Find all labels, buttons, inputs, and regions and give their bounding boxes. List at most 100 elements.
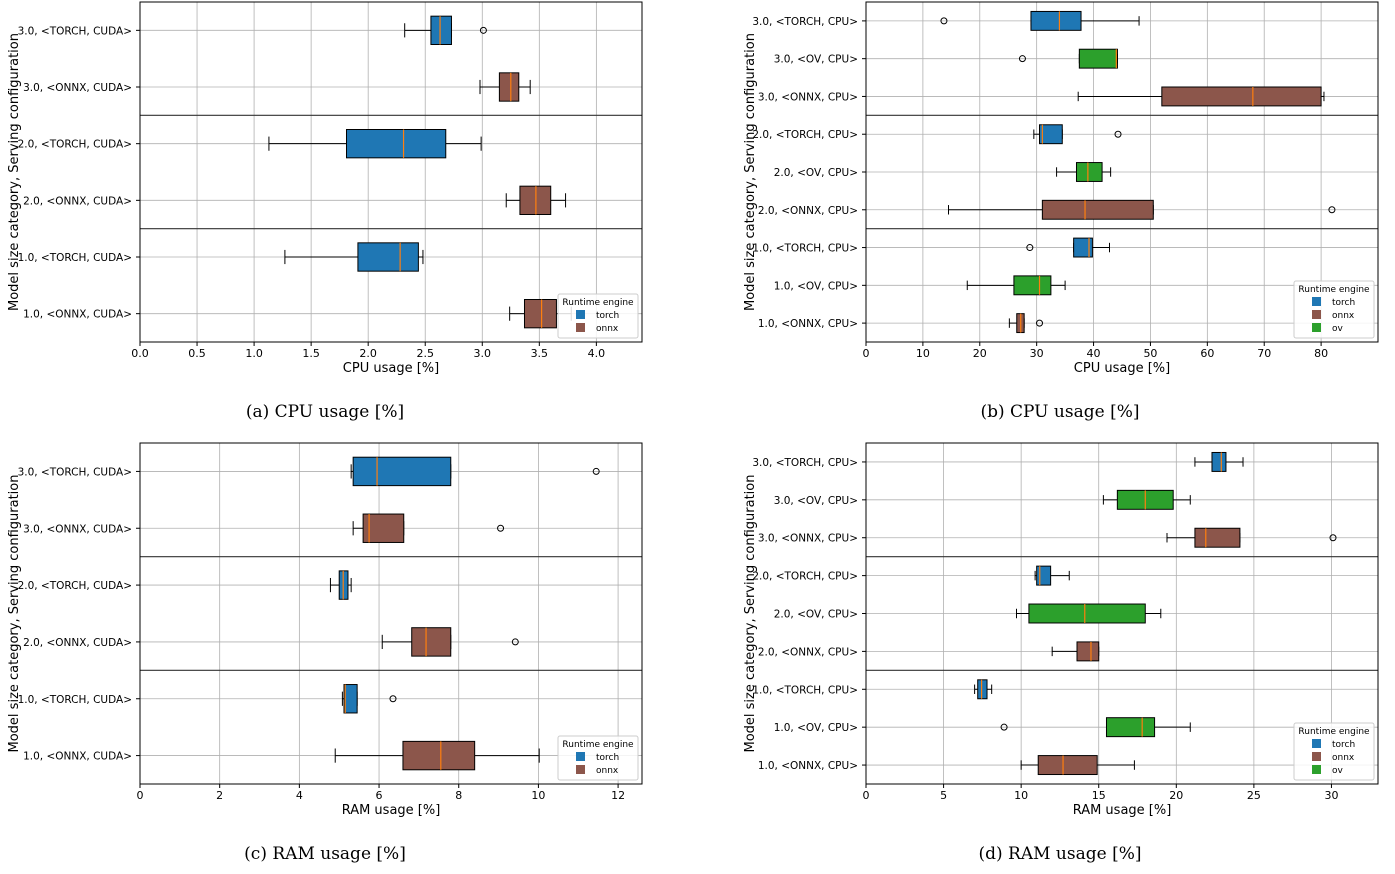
outlier-point — [1018, 55, 1026, 63]
axes-frame — [139, 442, 643, 785]
box-iqr — [1039, 124, 1063, 145]
box-ov — [1056, 162, 1112, 182]
legend-label: torch — [1332, 298, 1355, 308]
box-iqr — [1105, 717, 1156, 738]
y-tick-label: 1.0, <OV, CPU> — [774, 722, 858, 734]
axes-frame — [865, 1, 1379, 343]
box-iqr — [357, 242, 419, 272]
y-axis-label: Model size category, Serving configurati… — [7, 475, 22, 753]
box-torch — [1034, 565, 1070, 586]
box-onnx — [1051, 641, 1100, 662]
legend-swatch-torch — [576, 310, 585, 319]
box-iqr — [977, 679, 988, 700]
legend-swatch-onnx — [576, 323, 585, 332]
y-axis-label: Model size category, Serving configurati… — [743, 475, 758, 753]
x-tick-label: 0.5 — [188, 347, 206, 360]
y-tick-label: 2.0, <ONNX, CPU> — [758, 646, 858, 658]
box-iqr — [362, 513, 405, 543]
box-onnx — [1020, 755, 1135, 776]
x-tick-label: 0 — [863, 347, 870, 360]
legend-label: torch — [596, 753, 619, 763]
x-tick-label: 30 — [1030, 347, 1044, 360]
box-onnx — [947, 199, 1336, 220]
x-tick-label: 6 — [376, 789, 383, 802]
y-tick-label: 1.0, <TORCH, CPU> — [752, 243, 858, 255]
x-tick-label: 3.5 — [531, 347, 549, 360]
box-ov — [1018, 48, 1118, 69]
x-tick-label: 3.0 — [474, 347, 492, 360]
box-iqr — [523, 299, 557, 329]
subplot-caption: (d) RAM usage [%] — [978, 844, 1141, 864]
box-torch — [341, 684, 397, 714]
y-tick-label: 2.0, <OV, CPU> — [774, 609, 858, 621]
x-tick-label: 70 — [1257, 347, 1271, 360]
y-tick-label: 1.0, <ONNX, CUDA> — [23, 309, 132, 321]
y-tick-label: 2.0, <ONNX, CPU> — [758, 205, 858, 217]
y-tick-label: 3.0, <TORCH, CPU> — [752, 457, 858, 469]
outlier-point — [940, 17, 948, 25]
box-iqr — [1078, 48, 1118, 69]
box-iqr — [1028, 603, 1146, 624]
box-onnx — [505, 185, 567, 216]
x-axis-label: RAM usage [%] — [1073, 803, 1172, 818]
y-tick-label: 2.0, <ONNX, CUDA> — [23, 195, 132, 207]
y-tick-label: 1.0, <ONNX, CPU> — [758, 760, 858, 772]
x-tick-label: 0 — [863, 789, 870, 802]
box-ov — [966, 275, 1066, 296]
y-tick-label: 1.0, <ONNX, CUDA> — [23, 751, 132, 763]
x-tick-label: 20 — [973, 347, 987, 360]
legend: Runtime engine torch onnx — [557, 735, 639, 781]
y-tick-label: 3.0, <TORCH, CPU> — [752, 16, 858, 28]
x-tick-label: 15 — [1092, 789, 1106, 802]
outlier-point — [389, 695, 397, 703]
box-torch — [1194, 451, 1244, 472]
legend-label: onnx — [596, 766, 619, 776]
x-axis-label: RAM usage [%] — [342, 803, 441, 818]
x-axis-label: CPU usage [%] — [343, 361, 439, 376]
outlier-point — [1026, 244, 1034, 252]
outlier-point — [1114, 130, 1122, 138]
box-torch — [268, 129, 482, 159]
box-onnx — [479, 72, 531, 102]
outlier-point — [1329, 534, 1337, 542]
outlier-point — [1328, 206, 1336, 214]
outlier-point — [1036, 319, 1044, 327]
legend: Runtime engine torch onnx ov — [1293, 722, 1375, 781]
x-tick-label: 2.5 — [416, 347, 434, 360]
y-tick-label: 3.0, <ONNX, CUDA> — [23, 523, 132, 535]
subplot-caption: (a) CPU usage [%] — [246, 402, 404, 422]
y-tick-label: 2.0, <TORCH, CUDA> — [18, 139, 132, 151]
box-torch — [1033, 124, 1122, 145]
x-tick-label: 1.5 — [302, 347, 320, 360]
x-tick-label: 5 — [940, 789, 947, 802]
box-iqr — [1161, 86, 1322, 107]
y-tick-label: 1.0, <TORCH, CPU> — [752, 684, 858, 696]
box-iqr — [1030, 10, 1082, 31]
legend-swatch-onnx — [576, 765, 585, 774]
x-axis-label: CPU usage [%] — [1074, 361, 1170, 376]
box-ov — [1015, 603, 1162, 624]
box-iqr — [1073, 237, 1093, 258]
box-ov — [1000, 717, 1191, 738]
legend-label: ov — [1332, 766, 1344, 776]
legend-swatch-ov — [1312, 765, 1321, 774]
subplot-3: 3.0, <TORCH, CUDA> 3.0, <ONNX, CUDA> 2.0, … — [7, 442, 643, 864]
subplot-2: 3.0, <TORCH, CPU> 3.0, <OV, CPU> 3.0, <ONN… — [743, 1, 1379, 422]
legend-swatch-ov — [1312, 323, 1321, 332]
legend-label: onnx — [596, 324, 619, 334]
legend-title: Runtime engine — [1298, 285, 1370, 295]
box-iqr — [1075, 162, 1103, 182]
legend-swatch-torch — [1312, 297, 1321, 306]
box-iqr — [1194, 527, 1241, 548]
y-axis-label: Model size category, Serving configurati… — [743, 33, 758, 311]
y-tick-label: 2.0, <OV, CPU> — [774, 167, 858, 179]
box-iqr — [1013, 275, 1052, 296]
box-iqr — [402, 740, 476, 771]
y-tick-label: 3.0, <ONNX, CPU> — [758, 533, 858, 545]
y-tick-label: 1.0, <TORCH, CUDA> — [18, 252, 132, 264]
legend-swatch-onnx — [1312, 310, 1321, 319]
axes-frame — [139, 1, 643, 343]
box-iqr — [411, 627, 452, 657]
box-iqr — [498, 72, 520, 102]
